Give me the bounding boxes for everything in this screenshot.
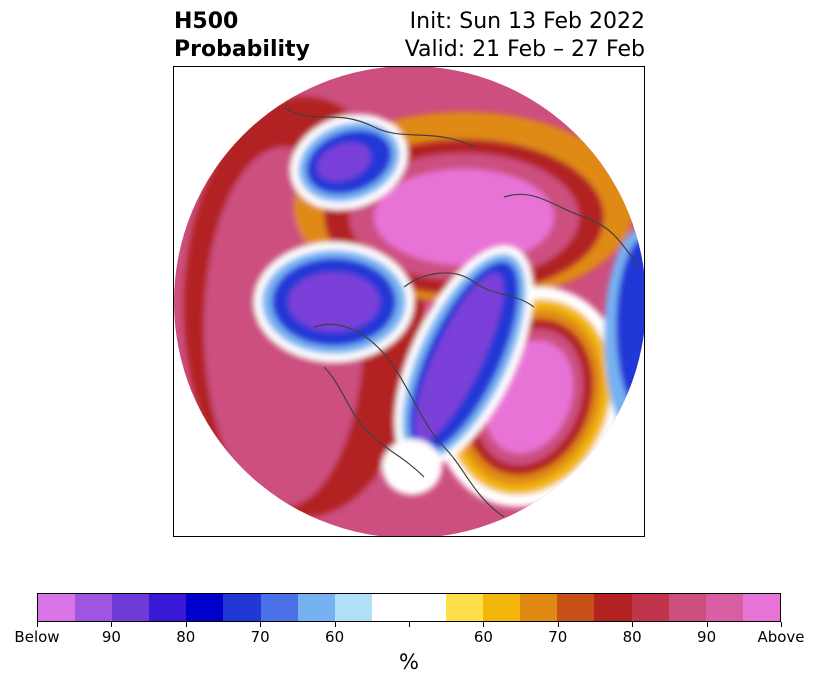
- colorbar-tick-label: 90: [101, 628, 121, 646]
- colorbar-tick-label: 80: [176, 628, 196, 646]
- colorbar-tickmark: [334, 622, 336, 627]
- valid-range: Valid: 21 Feb – 27 Feb: [404, 37, 645, 62]
- colorbar-tick-label: 70: [548, 628, 568, 646]
- colorbar-tick-label: 90: [697, 628, 717, 646]
- coastline-outlines: [283, 106, 640, 518]
- colorbar-swatch: [223, 594, 261, 621]
- colorbar-tickmark: [409, 622, 410, 627]
- map-panel: [173, 66, 645, 537]
- colorbar-tick-label: 60: [325, 628, 345, 646]
- colorbar-swatch: [483, 594, 521, 621]
- colorbar-tickmark: [781, 622, 782, 627]
- title-right: Init: Sun 13 Feb 2022 Valid: 21 Feb – 27…: [405, 8, 645, 64]
- colorbar-tickmark: [260, 622, 262, 627]
- colorbar-tick-label: Below: [14, 628, 60, 646]
- colorbar-tickmark: [37, 622, 38, 627]
- title-type: Probability: [174, 37, 310, 62]
- colorbar-swatch: [186, 594, 224, 621]
- colorbar-swatch: [297, 594, 335, 621]
- colorbar-tickmark: [557, 622, 559, 627]
- colorbar-swatch: [112, 594, 150, 621]
- colorbar-tick-label: Above: [757, 628, 805, 646]
- title-left: H500 Probability: [174, 8, 310, 64]
- colorbar-unit: %: [399, 650, 419, 674]
- probability-map: [174, 67, 644, 536]
- colorbar-swatch: [594, 594, 632, 621]
- colorbar-tickmark: [483, 622, 485, 627]
- colorbar-swatch: [38, 594, 76, 621]
- map-disk: [174, 67, 644, 536]
- colorbar-tickmark: [185, 622, 187, 627]
- colorbar-tick-label: 60: [473, 628, 493, 646]
- colorbar-tickmark: [706, 622, 708, 627]
- colorbar-swatch: [557, 594, 595, 621]
- title-variable: H500: [174, 9, 239, 34]
- colorbar-swatch: [631, 594, 669, 621]
- colorbar-swatch: [371, 594, 409, 621]
- colorbar-tick-label: 80: [622, 628, 642, 646]
- colorbar-tickmark: [111, 622, 113, 627]
- colorbar-swatch: [408, 594, 447, 621]
- colorbar-swatch: [75, 594, 113, 621]
- colorbar-swatch: [668, 594, 706, 621]
- colorbar-tickmark: [632, 622, 634, 627]
- colorbar-swatch: [149, 594, 187, 621]
- colorbar-tick-label: 70: [250, 628, 270, 646]
- colorbar-swatch: [520, 594, 558, 621]
- colorbar-swatch: [260, 594, 298, 621]
- init-date: Init: Sun 13 Feb 2022: [409, 9, 645, 34]
- colorbar: [37, 593, 781, 622]
- colorbar-swatch: [705, 594, 743, 621]
- colorbar-swatch: [334, 594, 372, 621]
- colorbar-swatch: [742, 594, 780, 621]
- colorbar-swatch: [446, 594, 484, 621]
